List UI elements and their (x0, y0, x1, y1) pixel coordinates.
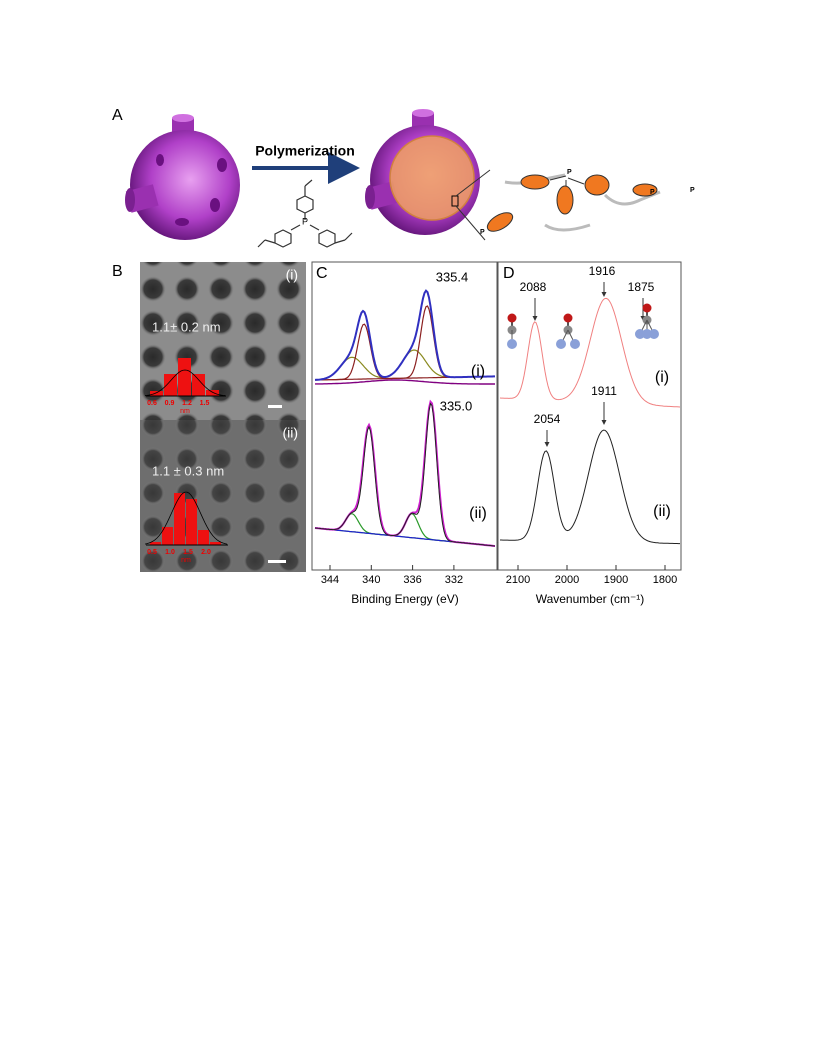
metal (642, 329, 652, 339)
label: (ii) (469, 505, 487, 522)
histogram-bar (150, 542, 161, 545)
label: 1.0 (165, 549, 175, 556)
label: 2.0 (201, 549, 211, 556)
histogram-bar (150, 391, 163, 396)
label: Wavenumber (cm⁻¹) (536, 592, 645, 606)
label: P (650, 189, 655, 196)
label: 2100 (506, 574, 530, 586)
spectrum (315, 379, 495, 385)
oxygen (507, 313, 517, 323)
label: 335.4 (436, 269, 469, 284)
label: 1.1 ± 0.3 nm (152, 463, 224, 478)
histogram-bar (174, 493, 185, 545)
label: 2088 (520, 280, 547, 294)
label: (i) (655, 369, 669, 386)
label: 1800 (653, 574, 677, 586)
polymer (486, 173, 661, 232)
histogram-bar (210, 542, 221, 545)
label: 1.1± 0.2 nm (152, 319, 221, 334)
label: Polymerization (255, 143, 355, 159)
histogram-bar (186, 499, 197, 545)
scale-bar (268, 560, 286, 563)
label: 2000 (555, 574, 579, 586)
monomer (257, 179, 353, 248)
label: (ii) (282, 425, 298, 441)
plot-frame (497, 261, 682, 571)
label: D (503, 265, 515, 282)
label: 332 (445, 574, 463, 586)
label: 1875 (628, 280, 655, 294)
label: A (112, 107, 123, 124)
histogram-bar (164, 374, 177, 396)
histogram-bar (162, 527, 173, 545)
scale-bar (268, 405, 282, 408)
oxygen (563, 313, 573, 323)
label: 1.5 (200, 400, 210, 407)
metal (556, 339, 566, 349)
histogram-bar (198, 530, 209, 545)
spectrum (314, 402, 496, 547)
label: 1.2 (182, 400, 192, 407)
label: P (690, 187, 695, 194)
label: nm (181, 557, 191, 564)
label: 1911 (591, 384, 617, 398)
histogram-bar (206, 390, 219, 396)
fit-curve (144, 491, 228, 545)
label: (i) (286, 267, 298, 283)
metal (649, 329, 659, 339)
label: (ii) (653, 503, 671, 520)
spectrum (499, 297, 681, 408)
histogram-bar (178, 358, 191, 396)
label: 1916 (589, 264, 616, 278)
label: Binding Energy (eV) (351, 592, 458, 606)
metal (570, 339, 580, 349)
histogram-bar (192, 374, 205, 396)
metal (507, 339, 517, 349)
label: 1.5 (183, 549, 193, 556)
mesoporous-sphere (125, 114, 240, 240)
label: C (316, 265, 328, 282)
tem-image (140, 420, 306, 572)
label: 335.0 (440, 398, 473, 413)
label: 344 (321, 574, 339, 586)
label: 0.6 (147, 400, 157, 407)
artwork (125, 109, 682, 572)
label: P (302, 216, 308, 226)
label: P (567, 169, 572, 176)
oxygen (642, 303, 652, 313)
label: B (112, 263, 123, 280)
filled-sphere (365, 109, 491, 241)
label: 1900 (604, 574, 628, 586)
label: 2054 (534, 412, 561, 426)
label: P (480, 229, 485, 236)
label: 0.9 (165, 400, 175, 407)
label: nm (180, 408, 190, 415)
plot-frame (311, 261, 498, 571)
label: 340 (362, 574, 380, 586)
label: (i) (471, 363, 485, 380)
fit-curve (144, 369, 226, 396)
label: 0.5 (147, 549, 157, 556)
spectrum (500, 429, 680, 545)
spectrum (314, 289, 495, 381)
metal (635, 329, 645, 339)
label: 336 (403, 574, 421, 586)
